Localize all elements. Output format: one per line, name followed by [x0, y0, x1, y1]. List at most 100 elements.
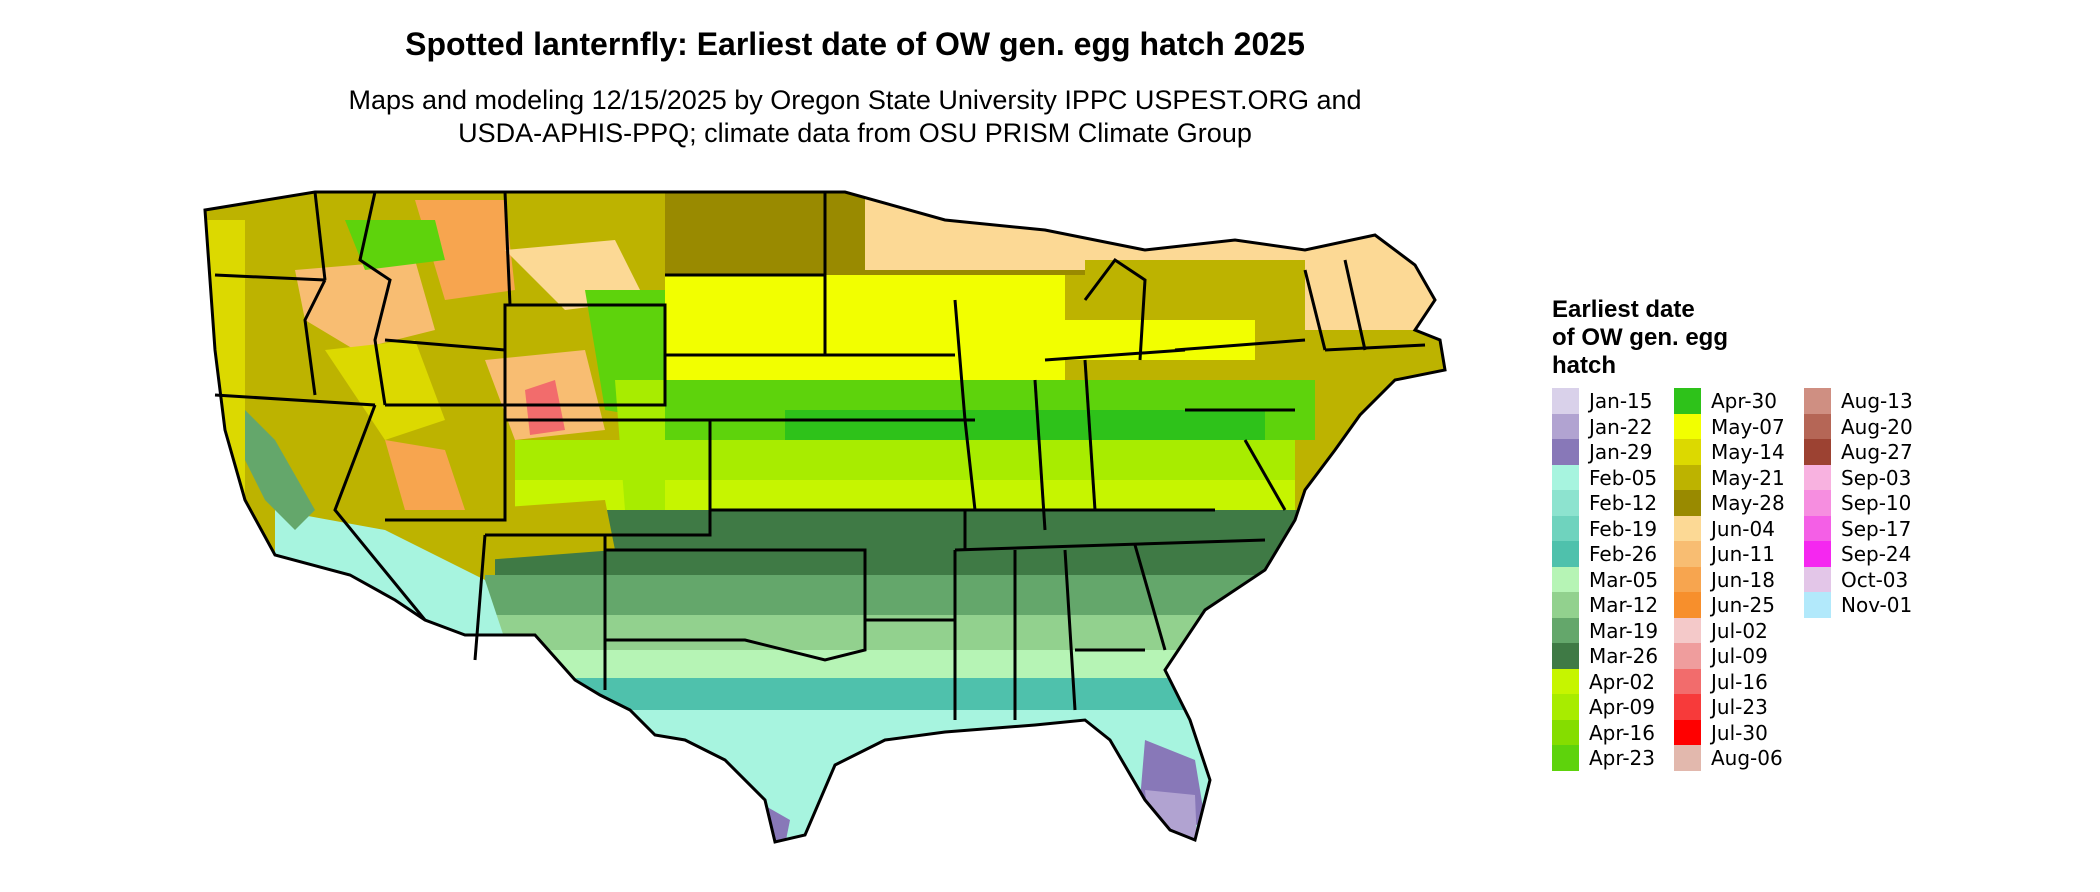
legend-item: Oct-03 — [1804, 566, 1909, 593]
legend-label: Jun-25 — [1711, 593, 1775, 617]
hatch-date-raster — [205, 192, 1445, 842]
legend-label: Jul-09 — [1711, 644, 1768, 668]
legend-swatch — [1552, 541, 1579, 567]
map-svg — [203, 190, 1447, 844]
legend-item: May-07 — [1674, 413, 1785, 440]
legend-label: May-28 — [1711, 491, 1785, 515]
legend-item: Jul-30 — [1674, 719, 1768, 746]
legend-swatch — [1674, 413, 1701, 440]
legend-title-line-2: of OW gen. egg — [1552, 324, 1728, 351]
legend-item: Aug-27 — [1804, 439, 1913, 465]
legend-swatch — [1552, 413, 1579, 440]
legend-item: Mar-05 — [1552, 566, 1659, 593]
legend-swatch — [1552, 388, 1579, 414]
legend-swatch — [1674, 566, 1701, 593]
legend-label: Apr-30 — [1711, 389, 1777, 413]
legend-label: Mar-19 — [1589, 618, 1659, 643]
legend-swatch — [1804, 541, 1831, 567]
legend-label: Mar-26 — [1589, 644, 1659, 668]
legend-label: Feb-19 — [1589, 516, 1658, 541]
legend-swatch — [1552, 745, 1579, 771]
legend-swatch — [1552, 439, 1579, 465]
legend-item: May-28 — [1674, 490, 1785, 516]
legend-item: Sep-10 — [1804, 490, 1911, 516]
legend-label: Aug-13 — [1841, 389, 1913, 413]
legend-label: Sep-24 — [1841, 542, 1912, 566]
subtitle-line-1: Maps and modeling 12/15/2025 by Oregon S… — [348, 85, 1362, 115]
legend-label: Jul-23 — [1711, 695, 1768, 719]
legend-swatch — [1674, 617, 1701, 644]
legend-item: Jul-16 — [1674, 668, 1768, 695]
legend-swatch — [1674, 464, 1701, 491]
legend-item: Mar-19 — [1552, 617, 1659, 644]
legend-item: Apr-02 — [1552, 668, 1655, 695]
legend-item: Mar-26 — [1552, 643, 1658, 669]
legend-item: May-14 — [1674, 439, 1785, 465]
legend-swatch — [1804, 388, 1831, 414]
legend-swatch — [1804, 490, 1831, 516]
legend-label: Feb-12 — [1589, 491, 1658, 515]
legend-item: Jul-02 — [1674, 617, 1768, 644]
legend-swatch — [1804, 566, 1831, 593]
legend-item: Jun-04 — [1674, 515, 1775, 542]
legend-item: Jan-29 — [1552, 439, 1653, 465]
legend-swatch — [1674, 668, 1701, 695]
legend-label: Mar-05 — [1589, 567, 1659, 592]
legend-label: Jun-18 — [1711, 567, 1775, 592]
legend-item: Apr-30 — [1674, 388, 1777, 414]
legend-swatch — [1674, 694, 1701, 720]
legend-label: Jan-22 — [1589, 414, 1653, 439]
legend-label: May-07 — [1711, 414, 1785, 439]
legend-label: Mar-12 — [1589, 593, 1659, 617]
legend-swatch — [1804, 464, 1831, 491]
legend-swatch — [1552, 515, 1579, 542]
legend-item: Jan-15 — [1552, 388, 1653, 414]
legend-label: Jan-29 — [1589, 440, 1653, 464]
legend-item: Feb-05 — [1552, 464, 1658, 491]
legend-swatch — [1674, 719, 1701, 746]
legend-label: Oct-03 — [1841, 567, 1909, 592]
legend-label: Jan-15 — [1589, 389, 1653, 413]
legend-item: Feb-26 — [1552, 541, 1657, 567]
legend-item: Jul-09 — [1674, 643, 1768, 669]
legend-swatch — [1804, 439, 1831, 465]
legend-label: Nov-01 — [1841, 593, 1913, 617]
legend-label: May-14 — [1711, 440, 1785, 464]
legend-item: Aug-13 — [1804, 388, 1913, 414]
legend-swatch — [1674, 515, 1701, 542]
legend-label: Sep-03 — [1841, 465, 1912, 490]
legend-item: Nov-01 — [1804, 592, 1912, 618]
legend-title-line-3: hatch — [1552, 352, 1617, 379]
legend-item: Jun-11 — [1674, 541, 1775, 567]
legend-label: Apr-02 — [1589, 669, 1655, 694]
legend-item: Apr-09 — [1552, 694, 1655, 720]
legend-item: Jun-25 — [1674, 592, 1775, 618]
legend-item: Jun-18 — [1674, 566, 1775, 593]
legend-label: Jul-16 — [1711, 669, 1768, 694]
legend-item: Sep-24 — [1804, 541, 1911, 567]
legend-label: Apr-23 — [1589, 746, 1655, 770]
legend-label: Feb-05 — [1589, 465, 1658, 490]
legend-item: Apr-23 — [1552, 745, 1655, 771]
us-hatch-date-map — [185, 180, 1525, 890]
legend-title-line-1: Earliest date — [1552, 296, 1695, 323]
legend-label: Feb-26 — [1589, 542, 1658, 566]
legend-swatch — [1674, 592, 1701, 618]
legend-label: Sep-10 — [1841, 491, 1912, 515]
legend-item: Apr-16 — [1552, 719, 1655, 746]
legend-item: Sep-03 — [1804, 464, 1912, 491]
legend-item: Feb-12 — [1552, 490, 1657, 516]
legend-label: Aug-20 — [1841, 414, 1913, 439]
legend-label: Apr-16 — [1589, 720, 1655, 745]
legend-item: Mar-12 — [1552, 592, 1658, 618]
legend-swatch — [1552, 592, 1579, 618]
legend-swatch — [1674, 745, 1701, 771]
legend-item: Aug-20 — [1804, 413, 1913, 440]
subtitle-line-2: USDA-APHIS-PPQ; climate data from OSU PR… — [458, 118, 1252, 148]
legend-swatch — [1804, 515, 1831, 542]
legend-swatch — [1552, 719, 1579, 746]
legend-swatch — [1552, 668, 1579, 695]
legend-swatch — [1552, 566, 1579, 593]
legend-swatch — [1804, 413, 1831, 440]
map-subtitle: Maps and modeling 12/15/2025 by Oregon S… — [0, 84, 1710, 150]
